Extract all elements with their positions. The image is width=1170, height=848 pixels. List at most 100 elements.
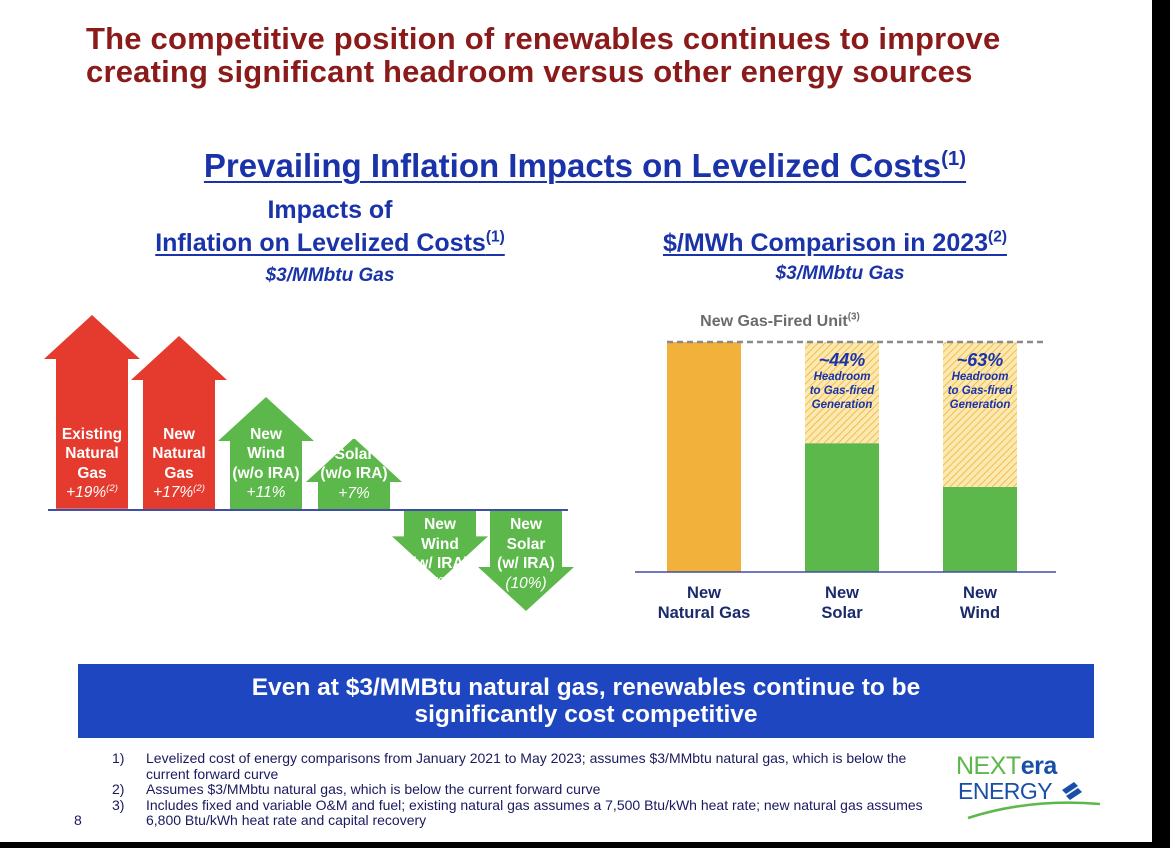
arrow-pct: (7%) — [392, 574, 488, 594]
section-title: Prevailing Inflation Impacts on Levelize… — [120, 147, 1050, 185]
arrow-label-line: Solar — [506, 535, 546, 553]
headroom-text: Generation — [949, 399, 1011, 411]
arrow-baseline — [48, 509, 568, 511]
arrow-5: New Solar (w/ IRA) (10%) — [478, 509, 574, 611]
arrow-label-line: Solar — [334, 445, 374, 463]
arrow-shape — [392, 509, 488, 581]
arrow-label: New Wind (w/o IRA) +11% — [218, 425, 314, 503]
category-label-line: New — [825, 584, 859, 602]
arrow-pct: +7% — [306, 484, 402, 504]
right-title: $/MWh Comparison in 2023(2) — [610, 229, 1060, 258]
arrow-path — [218, 396, 314, 509]
arrow-path — [306, 437, 402, 509]
arrow-pct-value: +7% — [338, 484, 370, 502]
category-label-line: Natural Gas — [657, 604, 751, 622]
key-takeaway-banner: Even at $3/MMBtu natural gas, renewables… — [78, 664, 1094, 738]
headroom-text: Headroom — [951, 371, 1009, 383]
footnote-text: Assumes $3/MMbtu natural gas, which is b… — [146, 781, 601, 797]
arrow-pct-sup: (2) — [193, 483, 205, 495]
left-subtitle: $3/MMbtu Gas — [265, 265, 395, 286]
arrow-label-line: New — [163, 425, 195, 443]
category-label-line: New — [687, 584, 721, 602]
arrow-label-line: New — [338, 426, 370, 443]
cost-bar-2 — [943, 486, 1017, 572]
footnote-3: 3) Includes fixed and variable O&M and fu… — [112, 796, 932, 829]
page-number: 8 — [74, 812, 82, 828]
arrow-label-line: New — [424, 516, 456, 533]
headroom-text: to Gas-fired — [947, 385, 1013, 397]
headline-line1: The competitive position of renewables c… — [86, 21, 1001, 56]
arrow-shape — [218, 396, 314, 509]
category-label-line: Wind — [959, 604, 1001, 622]
arrow-label-line: Gas — [77, 464, 107, 482]
arrow-label: New Natural Gas +17%(2) — [131, 425, 227, 503]
arrow-shape — [306, 437, 402, 509]
category-label-0: New Natural Gas — [634, 583, 774, 623]
arrow-label-line: Existing — [61, 425, 123, 443]
arrow-pct-value: (7%) — [423, 574, 457, 592]
logo-swoosh-icon — [967, 782, 1101, 820]
logo-era: era — [1020, 752, 1058, 780]
arrow-label-line: Wind — [421, 535, 459, 553]
footnote-number: 1) — [112, 750, 125, 766]
slide: The competitive position of renewables c… — [0, 0, 1152, 842]
arrow-pct: +17%(2) — [131, 483, 227, 503]
footnote-number: 3) — [112, 796, 125, 813]
arrow-pct: +11% — [218, 483, 314, 503]
cost-bar-1 — [805, 443, 879, 572]
footnote-1: 1) Levelized cost of energy comparisons f… — [112, 750, 932, 782]
headroom-text: to Gas-fired — [809, 385, 875, 397]
arrow-pct-value: +17% — [153, 484, 194, 502]
arrow-label: New Solar (w/o IRA) +7% — [306, 425, 402, 503]
gas-reference-sup: (3) — [847, 311, 860, 323]
category-label-line: Solar — [821, 604, 863, 622]
arrow-label-line: New — [510, 516, 542, 533]
arrow-label-line: (w/o IRA) — [320, 465, 388, 482]
arrow-pct-value: +11% — [246, 484, 286, 502]
logo-next: NEXT — [956, 752, 1021, 780]
arrow-pct: (10%) — [478, 574, 574, 594]
arrow-pct: +19%(2) — [44, 483, 140, 503]
right-title-sup: (2) — [988, 228, 1007, 246]
arrow-label-line: (w/ IRA) — [411, 555, 469, 572]
arrow-shape — [478, 509, 574, 611]
headroom-label-2: ~63% Headroom to Gas-fired Generation — [939, 350, 1021, 412]
arrow-path — [44, 315, 140, 509]
arrow-3: New Solar (w/o IRA) +7% — [306, 426, 402, 509]
arrow-path — [392, 509, 488, 581]
arrow-label-line: Natural — [65, 445, 119, 463]
headline-line2: creating significant headroom versus oth… — [86, 54, 973, 89]
category-label-line: New — [963, 584, 997, 602]
arrow-label-line: Wind — [247, 445, 285, 463]
arrow-2: New Wind (w/o IRA) +11% — [218, 396, 314, 509]
arrow-label: Existing Natural Gas +19%(2) — [44, 425, 140, 503]
gas-reference-text: New Gas-Fired Unit — [700, 313, 848, 330]
arrow-label-line: Natural — [152, 445, 206, 463]
arrow-path — [131, 335, 227, 509]
logo-line1: NEXTera — [956, 752, 1057, 781]
left-title-line1: Impacts of — [267, 196, 393, 224]
right-subtitle: $3/MMbtu Gas — [775, 263, 905, 284]
headroom-pct: ~44% — [818, 350, 866, 370]
arrow-shape — [44, 315, 140, 509]
footnote-2: 2) Assumes $3/MMbtu natural gas, which is… — [112, 781, 932, 798]
arrow-label-line: (w/ IRA) — [497, 555, 555, 572]
category-label-2: New Wind — [910, 583, 1050, 623]
section-title-sup: (1) — [941, 147, 967, 170]
nextera-energy-logo: NEXTera ENERGY — [950, 752, 1120, 824]
cost-comparison-chart — [635, 340, 1056, 573]
right-title-text: $/MWh Comparison in 2023 — [662, 229, 989, 257]
headline: The competitive position of renewables c… — [86, 22, 1146, 88]
footnote-text: Includes fixed and variable O&M and fuel… — [146, 796, 923, 828]
headroom-text: Generation — [811, 399, 873, 411]
arrow-label: New Wind (w/ IRA) (7%) — [392, 515, 488, 593]
headroom-bar-1 — [805, 342, 879, 444]
banner-line1: Even at $3/MMBtu natural gas, renewables… — [251, 674, 921, 701]
arrow-label-line: Gas — [164, 464, 194, 482]
arrow-0: Existing Natural Gas +19%(2) — [44, 315, 140, 509]
cost-bar-0 — [667, 342, 741, 572]
headroom-text: Headroom — [813, 371, 871, 383]
arrow-pct-value: (10%) — [505, 574, 547, 592]
left-title-sup: (1) — [485, 228, 505, 246]
arrow-1: New Natural Gas +17%(2) — [131, 335, 227, 509]
